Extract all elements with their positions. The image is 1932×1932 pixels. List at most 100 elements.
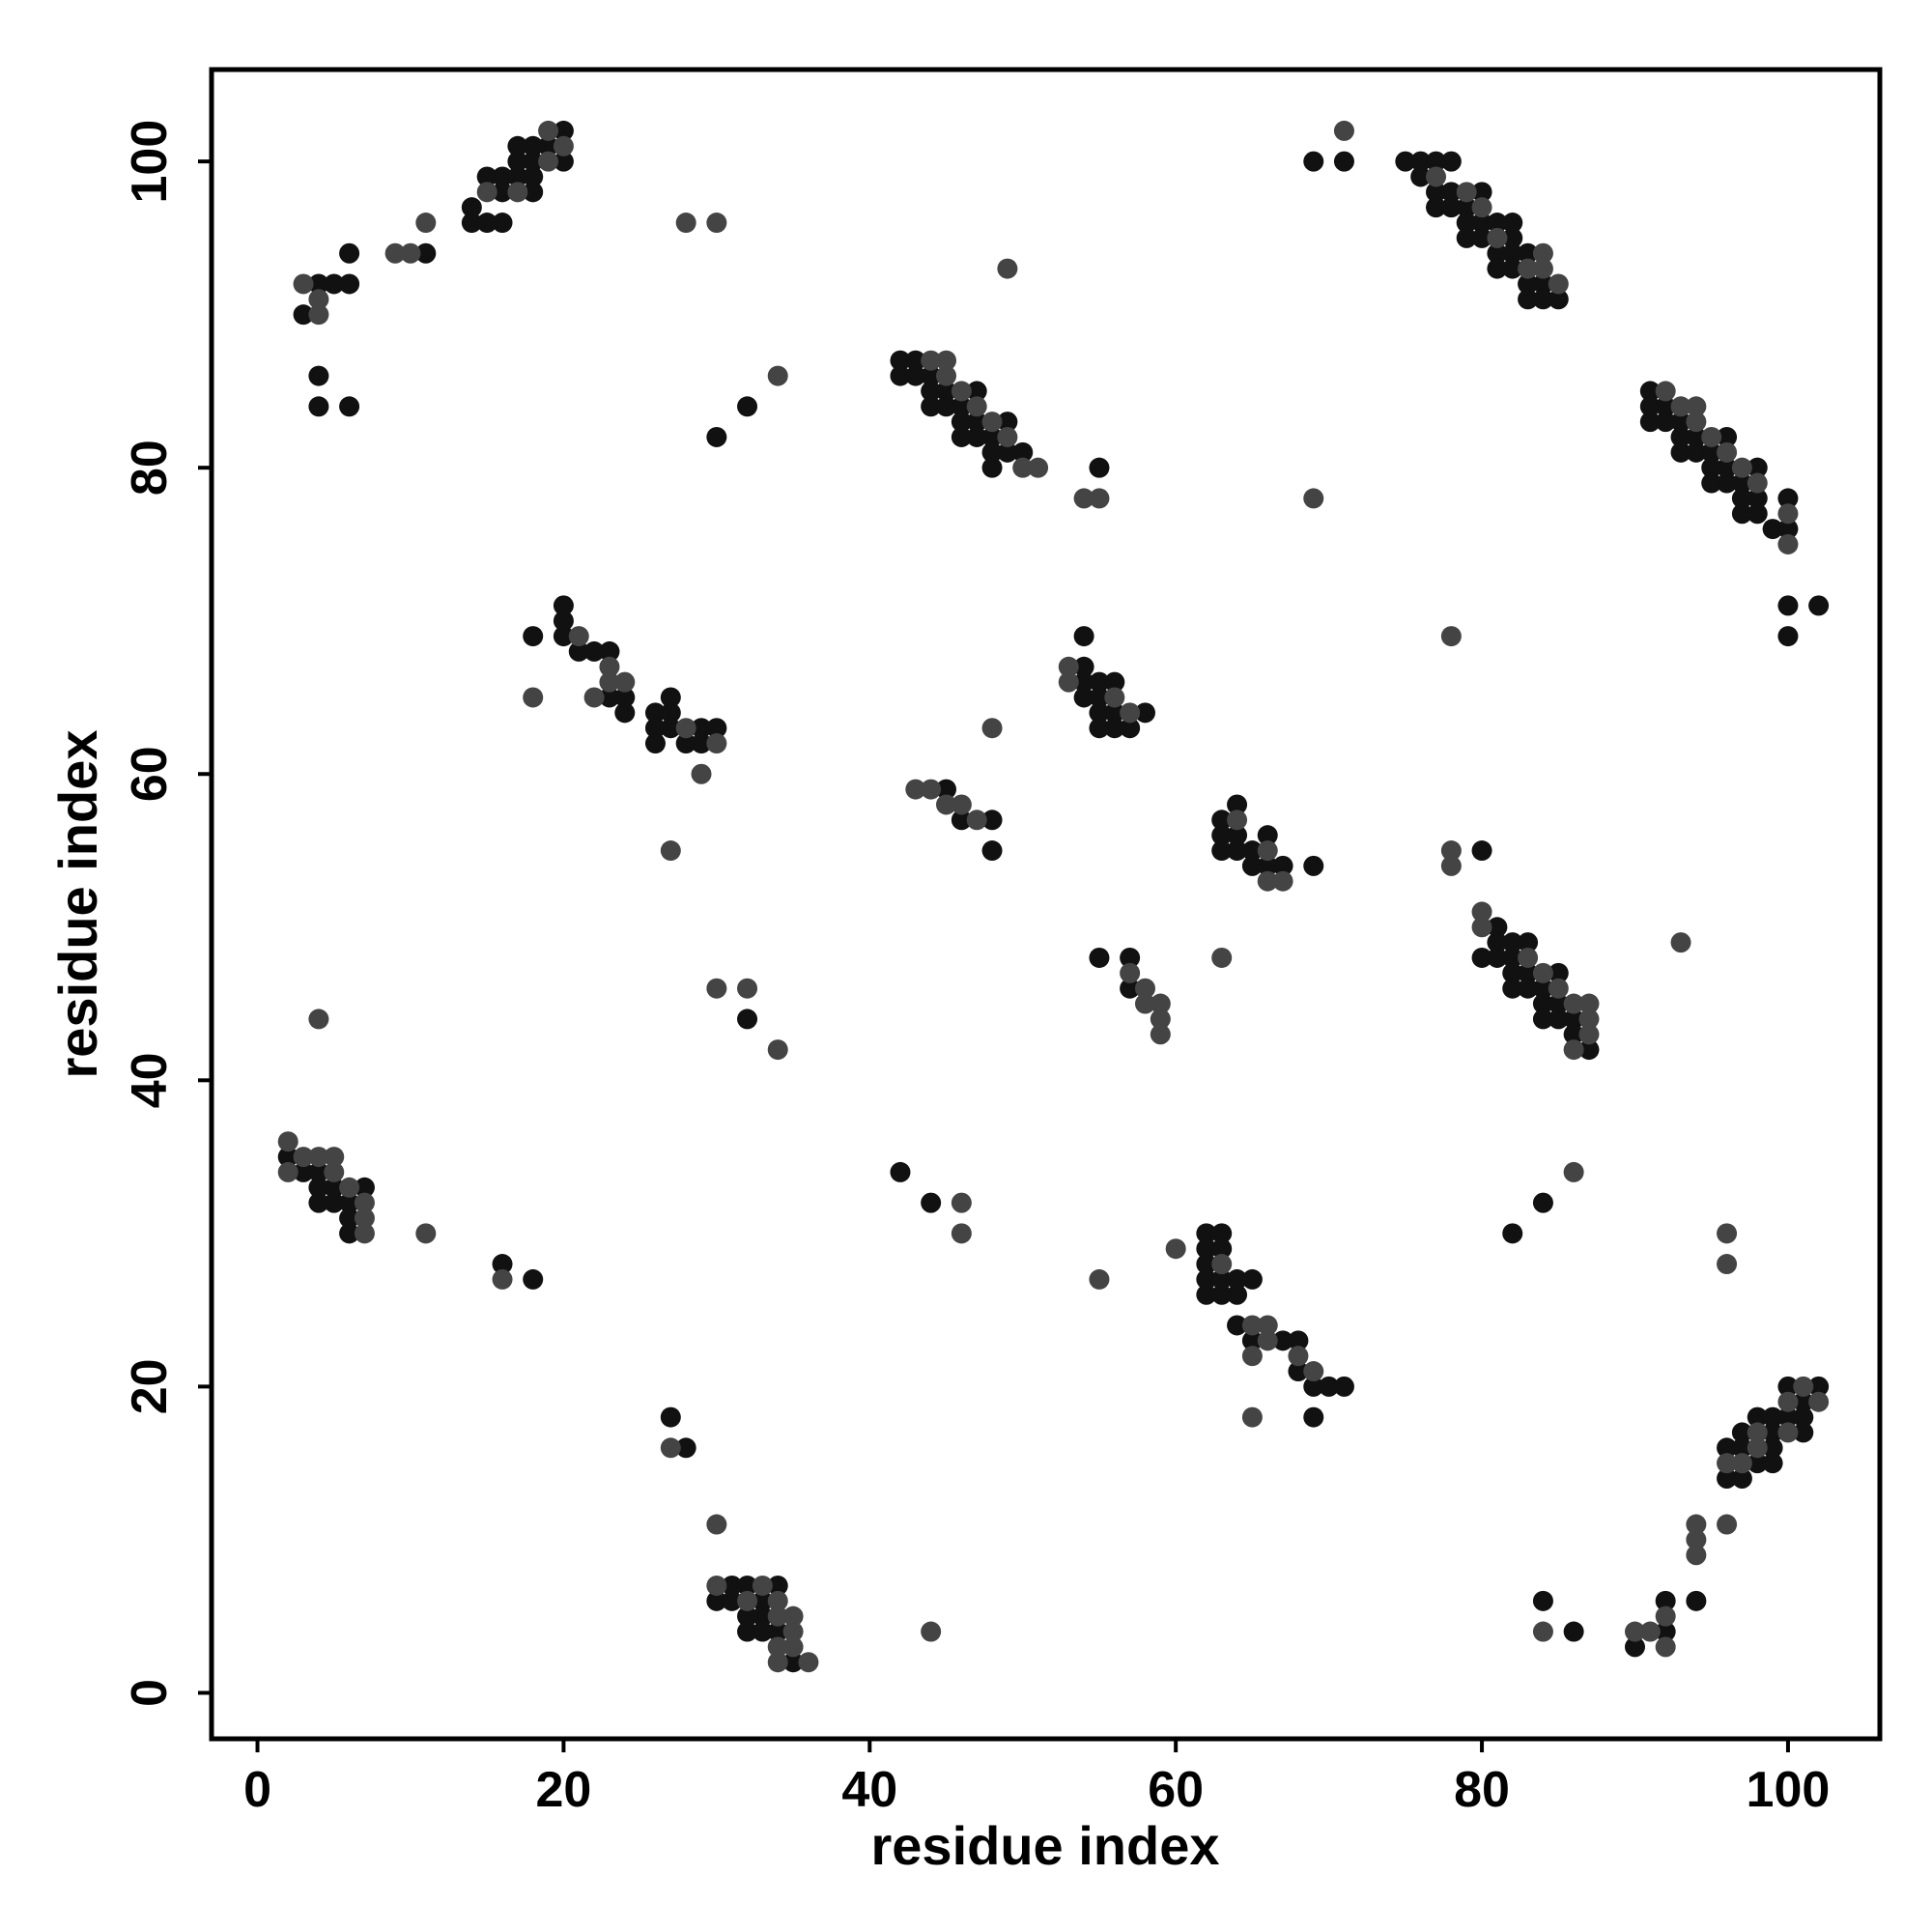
point	[1717, 441, 1738, 463]
y-axis-title: residue index	[47, 729, 108, 1078]
point	[553, 611, 574, 632]
point	[1319, 1376, 1340, 1397]
point	[1134, 993, 1155, 1014]
point	[1532, 1590, 1553, 1611]
point	[1686, 1545, 1707, 1566]
point	[1548, 289, 1569, 310]
point	[1762, 1422, 1783, 1443]
point	[1777, 503, 1799, 525]
point	[1257, 1315, 1278, 1336]
point	[1578, 993, 1600, 1014]
point	[1670, 932, 1691, 953]
point	[752, 1605, 773, 1627]
point	[308, 396, 329, 417]
point	[1227, 810, 1248, 831]
point	[936, 350, 957, 371]
x-tick-label: 40	[841, 1762, 897, 1818]
point	[1120, 947, 1141, 968]
point	[1241, 1315, 1263, 1336]
y-tick-label: 60	[122, 746, 178, 802]
point	[767, 1636, 788, 1658]
point	[492, 213, 513, 234]
point	[1655, 1636, 1676, 1658]
point	[1241, 1346, 1263, 1367]
point	[476, 166, 497, 187]
point	[339, 1192, 360, 1213]
point	[1747, 1406, 1768, 1428]
point	[1073, 687, 1094, 708]
point	[921, 1192, 942, 1213]
point	[354, 1208, 375, 1229]
point	[660, 1437, 681, 1459]
point	[1502, 213, 1523, 234]
point	[1655, 381, 1676, 402]
point	[1532, 993, 1553, 1014]
point	[1303, 1376, 1324, 1397]
point	[722, 1575, 743, 1596]
point	[1777, 519, 1799, 540]
point	[981, 457, 1003, 478]
point	[1670, 396, 1691, 417]
point	[1532, 289, 1553, 310]
point	[1747, 488, 1768, 509]
point	[1487, 227, 1508, 248]
point	[1532, 1009, 1553, 1030]
point	[951, 1192, 972, 1213]
point	[951, 396, 972, 417]
point	[599, 656, 620, 677]
y-tick-label: 0	[122, 1679, 178, 1707]
point	[675, 718, 696, 739]
point	[1440, 855, 1462, 876]
point	[1686, 1529, 1707, 1550]
point	[1686, 396, 1707, 417]
point	[1563, 1161, 1584, 1182]
point	[1655, 1621, 1676, 1642]
point	[461, 197, 482, 218]
point	[1272, 855, 1293, 876]
point	[1639, 1621, 1661, 1642]
point	[523, 135, 544, 156]
point	[1686, 412, 1707, 433]
point	[1410, 151, 1432, 172]
point	[538, 120, 559, 141]
point	[706, 1590, 727, 1611]
point	[951, 810, 972, 831]
point	[1793, 1422, 1814, 1443]
point	[1518, 932, 1539, 953]
point	[1395, 151, 1416, 172]
point	[1777, 595, 1799, 616]
point	[1701, 457, 1722, 478]
point	[1227, 1315, 1248, 1336]
point	[737, 1590, 758, 1611]
point	[1639, 412, 1661, 433]
point	[1747, 1422, 1768, 1443]
point	[951, 1223, 972, 1244]
point	[1777, 626, 1799, 647]
point	[1241, 1330, 1263, 1351]
point	[1563, 1024, 1584, 1045]
point	[1777, 1406, 1799, 1428]
point	[644, 733, 666, 754]
point	[1471, 182, 1492, 203]
point	[997, 426, 1018, 447]
point	[1686, 441, 1707, 463]
point	[644, 702, 666, 724]
y-tick-label: 40	[122, 1052, 178, 1108]
point	[1502, 947, 1523, 968]
point	[415, 242, 437, 264]
point	[308, 289, 329, 310]
point	[1211, 840, 1233, 862]
point	[553, 595, 574, 616]
point	[706, 426, 727, 447]
point	[492, 182, 513, 203]
point	[1440, 182, 1462, 203]
point	[1227, 794, 1248, 815]
point	[1518, 258, 1539, 279]
point	[523, 687, 544, 708]
point	[1731, 457, 1752, 478]
point	[767, 1605, 788, 1627]
point	[277, 1161, 298, 1182]
point	[293, 273, 314, 295]
point	[1471, 947, 1492, 968]
point	[1747, 1453, 1768, 1474]
